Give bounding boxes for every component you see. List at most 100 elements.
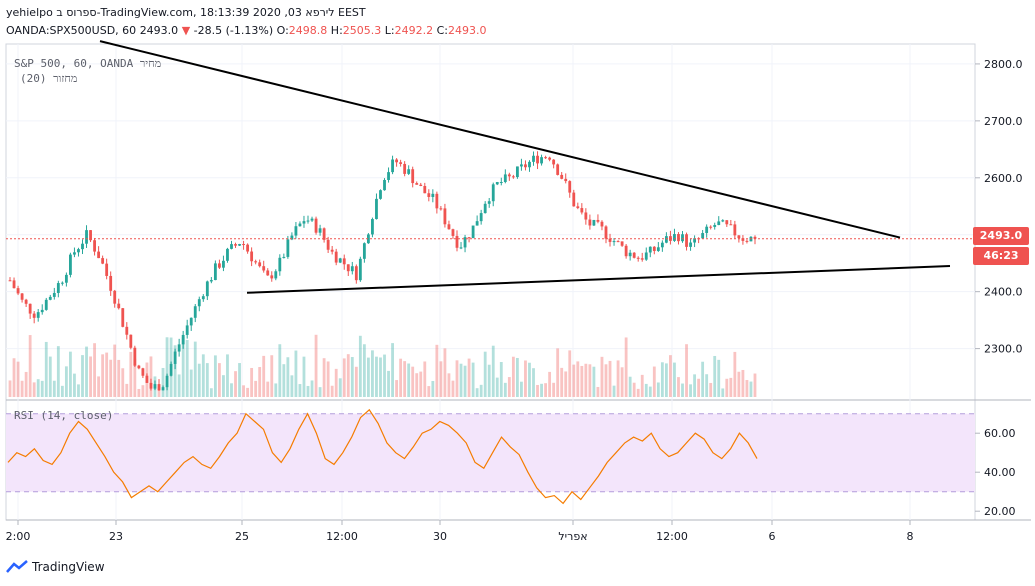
rsi-band [6,413,975,493]
symbol-label: OANDA:SPX500USD, 60 [6,24,137,37]
volume-bar [640,374,644,397]
volume-bar [669,355,672,397]
rsi-tick-label: 20.00 [984,505,1016,518]
volume-bar [52,380,56,397]
volume-bar [310,380,314,397]
candle-body [375,198,378,220]
trendlines[interactable] [99,40,951,294]
volume-bar [161,367,165,397]
volume-bar [8,380,12,397]
volume-bar [556,348,560,397]
volume-bar [197,363,201,397]
candle-body [677,234,680,242]
snapshot-title: yehielpo ספרוס ב-TradingView.com, לירפא … [6,6,366,19]
candle-body [395,159,399,163]
volume-bar [201,354,205,397]
candle-body [733,224,737,236]
candle-body [576,206,580,209]
rsi-axis[interactable]: 20.00 40.00 60.00 [975,427,1016,518]
candle-body [612,241,616,243]
candle-body [540,157,543,164]
price-tick-label: 2300.0 [984,343,1023,356]
volume-bar [36,379,40,397]
volume-bar [133,358,137,397]
volume-bar [93,343,96,397]
time-tick-label: 23 [109,530,123,543]
volume-bar [620,367,624,397]
candle-body [201,296,205,300]
rsi-overbought-oversold-band [6,413,975,492]
volume-bar [689,384,692,397]
candle-body [463,237,467,248]
volume-bar [729,377,733,397]
countdown-badge: 46:23 [973,247,1029,265]
volume-bar [435,344,439,397]
volume-bar [354,366,358,397]
rsi-line [7,408,758,505]
volume-bar [548,371,552,397]
volume-bar [342,358,346,397]
brand-text: TradingView [32,560,105,574]
volume-bar [129,351,133,397]
candle-body [366,234,370,244]
volume-bar [334,368,338,397]
candle-body [97,251,101,259]
volume-bar [213,355,217,397]
time-tick-label: 6 [769,530,776,543]
price-change: -28.5 (-1.13%) [193,24,274,37]
candle-body [479,213,483,222]
candle-body [28,303,32,314]
candle-body [592,219,596,226]
volume-bar [447,373,451,397]
candle-body [664,236,668,243]
candle-body [306,220,310,222]
volume-bar [73,373,76,397]
candle-body [125,326,129,335]
volume-bar [149,356,153,397]
candle-body [310,218,314,221]
candle-body [495,182,499,185]
candle-body [507,174,511,177]
candle-body [113,290,117,304]
candle-body [632,252,636,258]
candle-body [258,262,262,267]
candle-body [745,240,749,242]
candle-body [685,234,688,247]
volume-bar [205,363,209,397]
volume-bar [117,359,121,397]
candle-body [636,257,640,259]
volume-bar [459,363,463,397]
volume-bar [278,344,282,397]
candle-body [209,280,213,282]
tradingview-logo[interactable]: TradingView [6,560,105,574]
volume-bar [564,371,568,397]
volume-bar [89,356,92,397]
candle-body [133,347,137,366]
time-axis[interactable]: 2:00 23 25 12:00 30 אפריל 12:00 6 8 [6,520,914,543]
candle-body [689,242,692,247]
candle-body [741,238,745,241]
candle-body [105,263,109,276]
volume-bar [302,356,306,397]
volume-bar [121,368,125,397]
candle-body [427,193,431,197]
volume-bar [632,382,636,397]
candle-body [371,219,374,235]
volume-bar [652,366,656,397]
candle-body [362,243,366,259]
volume-bar [451,380,455,397]
candle-body [226,248,229,261]
candle-body [318,228,322,233]
volume-bar [274,383,278,397]
volume-bar [604,364,608,397]
volume-bar [48,356,52,397]
volume-bar [479,384,483,397]
volume-bar [733,351,737,397]
volume-bar [725,378,729,397]
volume-bar [366,357,370,397]
candle-body [12,280,16,289]
candle-body [64,274,68,283]
volume-bar [475,388,479,397]
